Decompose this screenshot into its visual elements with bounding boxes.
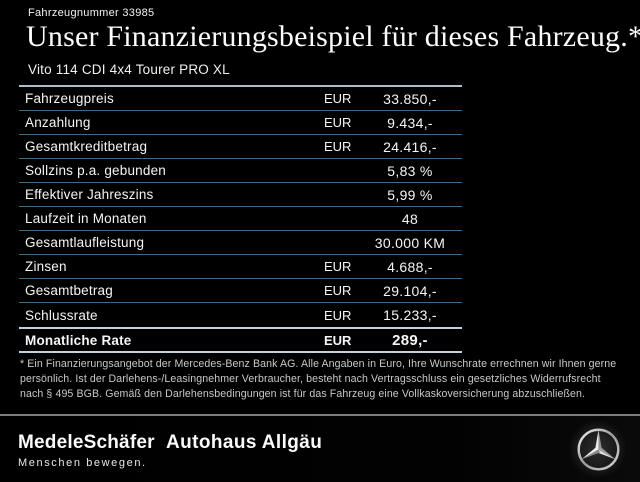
dealer-logo-medele-schaefer: MedeleSchäfer <box>18 432 155 453</box>
row-label: Gesamtlaufleistung <box>25 235 145 250</box>
row-value: 33.850,- <box>383 90 437 107</box>
legal-footnote: * Ein Finanzierungsangebot der Mercedes-… <box>20 358 617 400</box>
page-title: Unser Finanzierungsbeispiel für dieses F… <box>26 20 640 53</box>
row-value: 29.104,- <box>383 282 437 299</box>
currency-label: EUR <box>324 115 352 130</box>
table-row-monthly-rate: Monatliche Rate EUR 289,- <box>19 327 462 353</box>
dealer-tagline: Menschen bewegen. <box>18 457 147 469</box>
row-label: Zinsen <box>25 259 67 274</box>
table-row: Laufzeit in Monaten 48 <box>19 207 462 231</box>
row-value: 15.233,- <box>383 307 437 323</box>
row-label: Sollzins p.a. gebunden <box>25 163 167 178</box>
row-label: Laufzeit in Monaten <box>25 211 147 226</box>
table-row: Gesamtlaufleistung 30.000 KM <box>19 231 462 255</box>
currency-label: EUR <box>324 139 352 154</box>
row-value: 30.000 KM <box>374 234 446 251</box>
row-label: Gesamtkreditbetrag <box>25 139 148 154</box>
currency-label: EUR <box>324 307 352 323</box>
table-row: Gesamtkreditbetrag EUR 24.416,- <box>19 135 462 159</box>
dealer-logo-autohaus-allgaeu: Autohaus Allgäu <box>166 432 323 453</box>
currency-label: EUR <box>324 332 352 348</box>
table-row: Gesamtbetrag EUR 29.104,- <box>19 279 462 303</box>
table-row: Fahrzeugpreis EUR 33.850,- <box>19 87 462 111</box>
currency-label: EUR <box>324 259 352 274</box>
row-label: Schlussrate <box>25 307 98 323</box>
vehicle-number: Fahrzeugnummer 33985 <box>28 7 155 19</box>
table-row: Sollzins p.a. gebunden 5,83 % <box>19 159 462 183</box>
row-value: 5,83 % <box>387 162 433 179</box>
table-row: Zinsen EUR 4.688,- <box>19 255 462 279</box>
currency-label: EUR <box>324 91 352 106</box>
row-value: 289,- <box>392 331 428 349</box>
vehicle-model-subtitle: Vito 114 CDI 4x4 Tourer PRO XL <box>28 62 230 77</box>
row-label: Anzahlung <box>25 115 91 130</box>
footer-bar: MedeleSchäfer Menschen bewegen. Autohaus… <box>0 414 640 482</box>
currency-label: EUR <box>324 283 352 298</box>
row-label: Monatliche Rate <box>25 332 132 348</box>
row-value: 24.416,- <box>383 138 437 155</box>
table-row: Anzahlung EUR 9.434,- <box>19 111 462 135</box>
table-row: Effektiver Jahreszins 5,99 % <box>19 183 462 207</box>
financing-table: Fahrzeugpreis EUR 33.850,- Anzahlung EUR… <box>19 85 462 353</box>
row-label: Gesamtbetrag <box>25 283 113 298</box>
row-value: 48 <box>401 210 419 227</box>
table-row: Schlussrate EUR 15.233,- <box>19 303 462 327</box>
row-label: Effektiver Jahreszins <box>25 187 154 202</box>
row-value: 9.434,- <box>387 114 433 131</box>
mercedes-benz-star-icon <box>570 421 626 477</box>
row-label: Fahrzeugpreis <box>25 91 114 106</box>
row-value: 5,99 % <box>387 186 433 203</box>
row-value: 4.688,- <box>387 258 433 275</box>
